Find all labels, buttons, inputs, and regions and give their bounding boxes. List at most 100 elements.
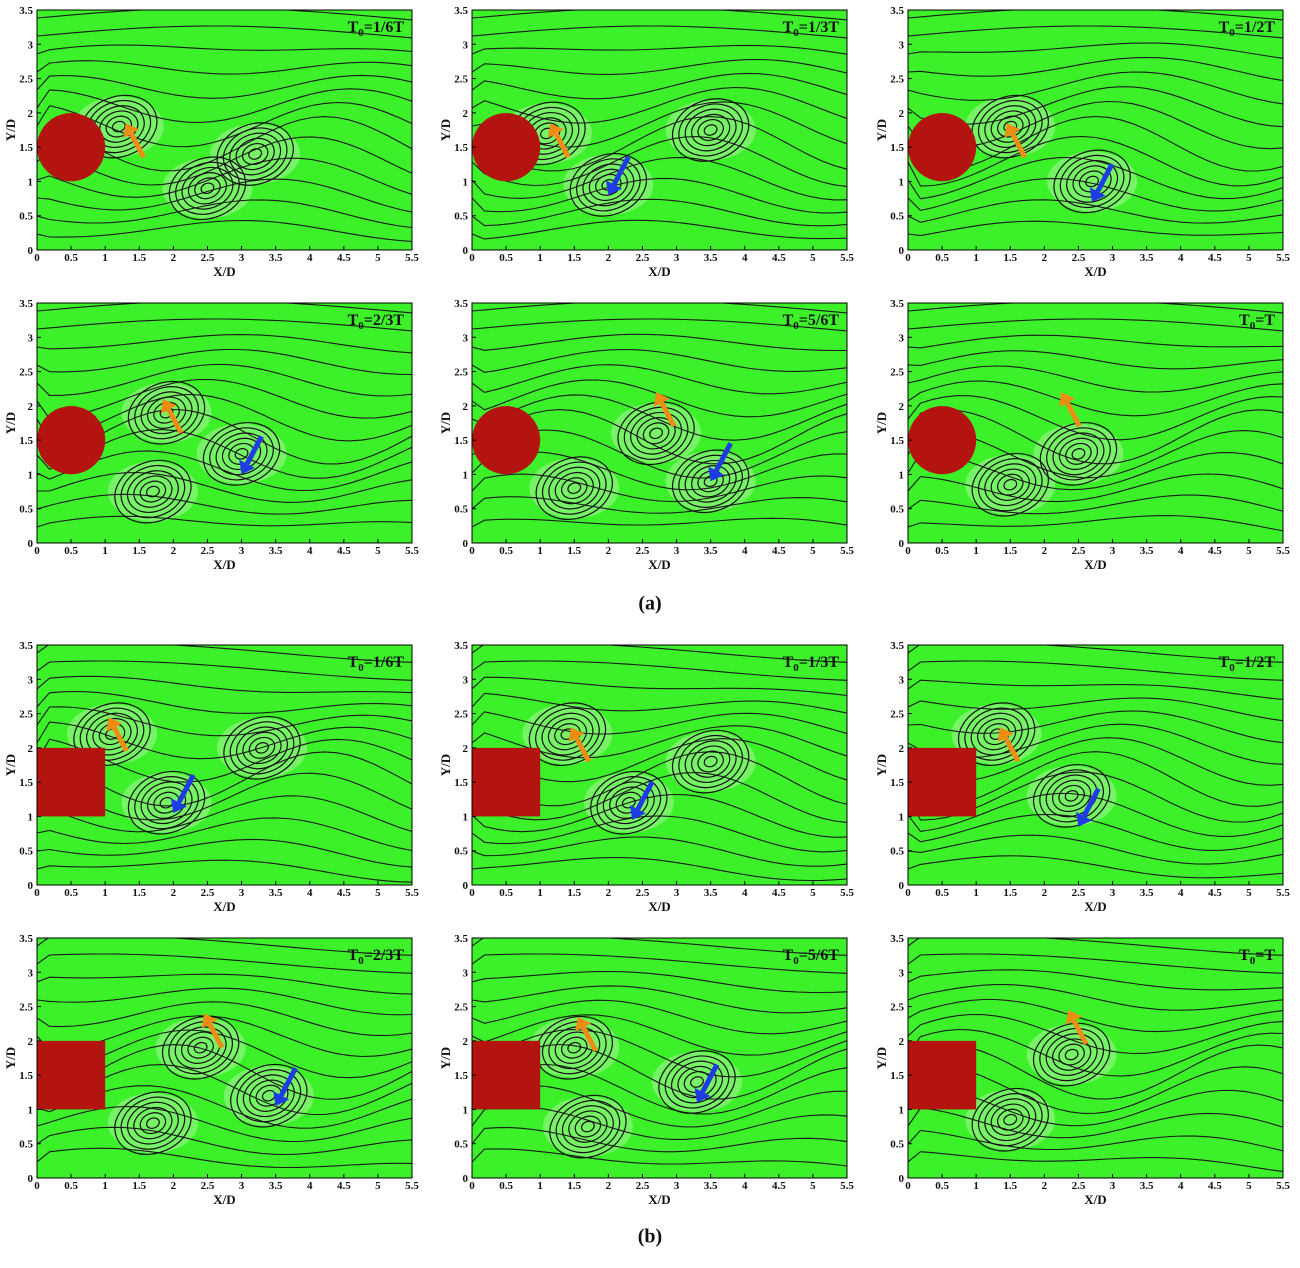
panel-label: T0=5/6T [783,947,840,967]
y-tick-label: 2.5 [454,74,468,86]
vortex-streamline [134,776,199,830]
x-tick-label: 5.5 [405,887,419,899]
vortex-streamline [568,1110,608,1143]
vortex-streamline [548,1026,601,1070]
streamline [472,793,847,838]
arrow-shaft [1071,1019,1089,1046]
arrow-head [548,123,564,138]
y-tick-label: 0 [463,1173,469,1185]
x-tick-label: 0.5 [64,887,78,899]
y-tick-label: 0.5 [890,846,904,858]
x-tick-label: 5.5 [840,252,854,264]
arrow-shaft [574,736,592,763]
x-tick-label: 4.5 [1208,887,1222,899]
panel-label: T0=2/3T [348,312,405,332]
vortex-streamline [242,731,282,765]
y-tick-label: 2 [899,743,905,755]
vortex-streamline [678,734,743,789]
y-tick-label: 0.5 [19,504,33,516]
streamline [37,303,412,314]
vortex-streamline [145,1117,160,1129]
x-tick-label: 4.5 [337,887,351,899]
x-tick-label: 4.5 [772,1180,786,1192]
y-tick-label: 3 [899,967,905,979]
y-tick-label: 0 [463,880,469,892]
x-tick-label: 5.5 [1276,252,1290,264]
y-tick-label: 1.5 [890,142,904,154]
x-tick-label: 1.5 [567,545,581,557]
label-sub: 0 [358,320,364,332]
streamline [472,86,847,124]
vortex-streamline [678,103,743,157]
x-tick-label: 4 [1178,252,1184,264]
streamline [472,1148,847,1167]
streamline [472,318,847,332]
y-tick-label: 0.5 [890,211,904,223]
arrow-head [708,466,725,482]
vortex-streamline [79,707,145,761]
x-tick-label: 5 [1246,252,1252,264]
arrow-head [568,727,585,743]
vortex-streamline [140,391,193,435]
vortex-streamline [547,717,588,751]
panel: 0 0.5 1 1.5 2 2.5 3 3.5 4 4.5 5 5.5 0 0.5 1 1.5 2 2.5 3 3.5… [438,640,854,914]
vortex-streamline [703,124,718,136]
vortex-streamline [602,781,655,825]
vortex-streamline [697,119,724,141]
x-tick-label: 0 [34,252,40,264]
streamline [908,380,1283,417]
panel: 0 0.5 1 1.5 2 2.5 3 3.5 4 4.5 5 5.5 0 0.5 1 1.5 2 2.5 3 3.5… [874,5,1290,279]
streamline [37,88,412,124]
vortex-streamline [200,182,215,195]
x-tick-label: 0.5 [499,1180,513,1192]
vortex-streamline [1059,154,1125,209]
panel: 0 0.5 1 1.5 2 2.5 3 3.5 4 4.5 5 5.5 0 0.5 1 1.5 2 2.5 3 3.5… [3,933,419,1207]
vortex-streamline [1045,1033,1098,1076]
y-tick-label: 2.5 [454,709,468,721]
x-axis-label: X/D [648,899,670,914]
arrow-head [170,798,187,813]
x-tick-label: 0.5 [935,545,949,557]
streamline [472,692,847,714]
label-sub: 0 [358,27,364,39]
arrow-shaft [635,780,655,811]
y-tick-label: 2 [463,108,469,120]
x-tick-label: 3 [674,887,680,899]
x-axis-label: X/D [213,557,235,572]
streamline [908,660,1283,681]
streamline [472,219,847,240]
y-tick-label: 0.5 [19,211,33,223]
streamline [37,690,412,714]
streamline [472,517,847,528]
label-rest: =1/6T [364,654,405,671]
vortex-streamline [209,427,274,481]
streamline [472,136,847,187]
square-cylinder [37,1040,106,1110]
streamline [908,515,1283,532]
y-tick-label: 3.5 [19,640,33,652]
x-tick-label: 4 [742,887,748,899]
x-tick-label: 5 [375,1180,381,1192]
panel-label: T0=1/2T [1219,19,1276,39]
streamline [37,220,412,242]
y-axis-label: Y/D [874,119,889,141]
vortex-streamline [970,712,1023,756]
x-tick-label: 4.5 [337,545,351,557]
y-tick-label: 3.5 [454,298,468,310]
y-tick-label: 0 [28,538,34,550]
streamline [908,365,1283,393]
streamline [472,1127,847,1153]
x-tick-label: 5 [375,545,381,557]
vortex-streamline [691,113,731,147]
streamline [908,938,1283,956]
streamline [472,938,847,956]
y-tick-label: 0 [28,880,34,892]
x-tick-label: 3.5 [269,545,283,557]
x-tick-label: 5.5 [405,545,419,557]
arrow-head [605,180,622,196]
arrow-shaft [553,132,571,159]
y-tick-label: 2 [463,1036,469,1048]
x-tick-label: 2.5 [1072,1180,1086,1192]
streamline [908,710,1283,744]
label-base: T [348,19,359,36]
